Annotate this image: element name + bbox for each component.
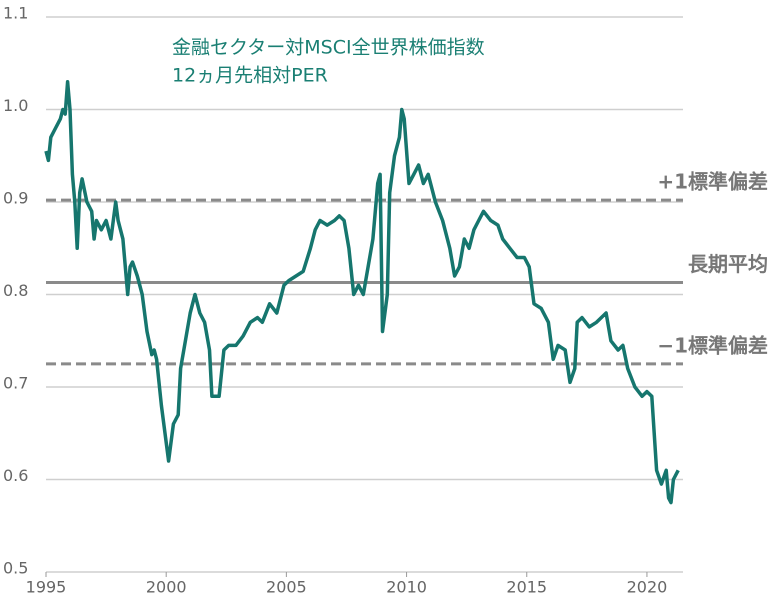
reference-label: +1標準偏差 <box>657 170 768 194</box>
y-tick-label: 1.0 <box>3 96 28 115</box>
y-tick-label: 0.7 <box>3 374 28 393</box>
y-tick-label: 1.1 <box>3 4 28 23</box>
y-tick-label: 0.5 <box>3 559 28 578</box>
data-line <box>44 80 680 505</box>
chart-subtitle: 12ヵ月先相対PER <box>172 65 328 87</box>
x-tick-label: 2005 <box>266 578 307 597</box>
x-tick-label: 2000 <box>146 578 187 597</box>
y-tick-label: 0.8 <box>3 281 28 300</box>
x-tick-label: 2020 <box>627 578 668 597</box>
x-tick-label: 2015 <box>506 578 547 597</box>
reference-label: 長期平均 <box>688 252 768 276</box>
x-tick-label: 2010 <box>386 578 427 597</box>
y-tick-label: 0.9 <box>3 189 28 208</box>
x-tick-label: 1995 <box>26 578 67 597</box>
reference-label: −1標準偏差 <box>657 333 768 357</box>
y-tick-label: 0.6 <box>3 466 28 485</box>
chart-title: 金融セクター対MSCI全世界株価指数 <box>172 37 485 59</box>
